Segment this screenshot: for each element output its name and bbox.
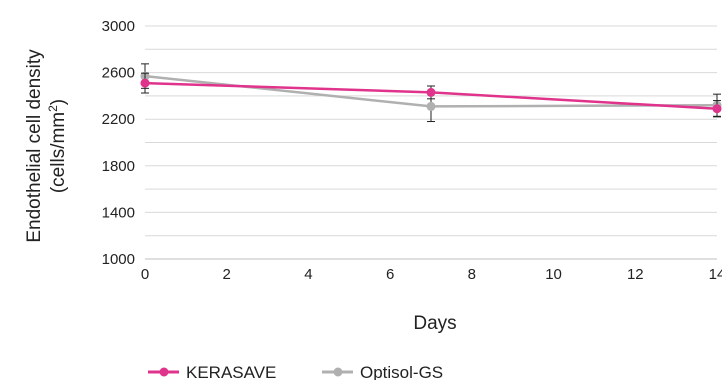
legend-entry-1: Optisol-GS <box>322 363 443 380</box>
y-tick-label-1: 1400 <box>102 204 135 221</box>
y-axis-title-line1: Endothelial cell density <box>24 49 45 243</box>
data-point <box>712 104 722 114</box>
y-axis-title-suffix: ) <box>48 99 69 105</box>
x-tick-labels: 0 2 4 6 8 10 12 14 <box>141 266 722 283</box>
legend-entry-0: KERASAVE <box>148 363 276 380</box>
series-kerasave <box>140 72 722 118</box>
legend-marker <box>159 367 169 377</box>
y-tick-label-0: 1000 <box>102 251 135 268</box>
x-axis-title: Days <box>413 313 456 334</box>
legend-marker <box>333 367 343 377</box>
x-tick-label-3: 6 <box>386 266 394 283</box>
y-tick-label-3: 2200 <box>102 111 135 128</box>
legend-label: Optisol-GS <box>360 363 443 380</box>
x-tick-label-6: 12 <box>627 266 644 283</box>
y-axis-title: Endothelial cell density (cells/mm2) <box>24 49 69 243</box>
y-tick-label-2: 1800 <box>102 158 135 175</box>
y-axis-title-prefix: (cells/mm <box>48 112 69 193</box>
data-point <box>140 78 150 88</box>
y-tick-label-5: 3000 <box>102 18 135 35</box>
legend-label: KERASAVE <box>186 363 276 380</box>
y-tick-labels: 1000 1400 1800 2200 2600 3000 <box>102 18 135 268</box>
data-point <box>426 101 436 111</box>
grid <box>145 25 717 237</box>
x-tick-label-2: 4 <box>304 266 312 283</box>
x-tick-label-0: 0 <box>141 266 149 283</box>
data-point <box>426 87 436 97</box>
y-axis-title-line2: (cells/mm2) <box>46 99 69 193</box>
y-axis-title-sup: 2 <box>46 105 60 112</box>
x-tick-label-7: 14 <box>709 266 722 283</box>
x-tick-label-5: 10 <box>545 266 562 283</box>
series-layer <box>140 63 722 123</box>
x-tick-label-1: 2 <box>223 266 231 283</box>
legend: KERASAVE Optisol-GS <box>148 363 443 380</box>
y-tick-label-4: 2600 <box>102 65 135 82</box>
x-tick-label-4: 8 <box>468 266 476 283</box>
